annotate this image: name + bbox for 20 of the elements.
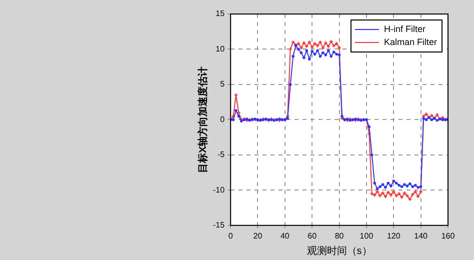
x-tick-label: 60 [308,231,318,240]
y-tick-label: -15 [213,220,226,230]
y-tick-label: -5 [217,150,226,160]
y-tick-label: 10 [216,44,226,54]
x-tick-label: 40 [280,231,290,240]
legend-label: Kalman Filter [384,36,438,47]
y-tick-label: -10 [213,185,226,194]
x-tick-label: 120 [386,231,401,240]
legend-label: H-inf Filter [384,24,426,34]
y-tick-label: 15 [216,9,226,18]
x-tick-label: 140 [414,231,428,240]
x-axis-title: 观测时间（s） [306,244,372,257]
y-axis-title: 目标X轴方向加速度估计 [196,66,209,174]
x-tick-label: 80 [334,231,344,240]
x-tick-label: 20 [253,231,263,240]
x-tick-label: 160 [441,231,456,240]
y-tick-label: 0 [220,114,226,124]
x-tick-label: 100 [360,231,374,240]
y-tick-label: 5 [220,80,226,89]
x-tick-label: 0 [228,231,234,240]
